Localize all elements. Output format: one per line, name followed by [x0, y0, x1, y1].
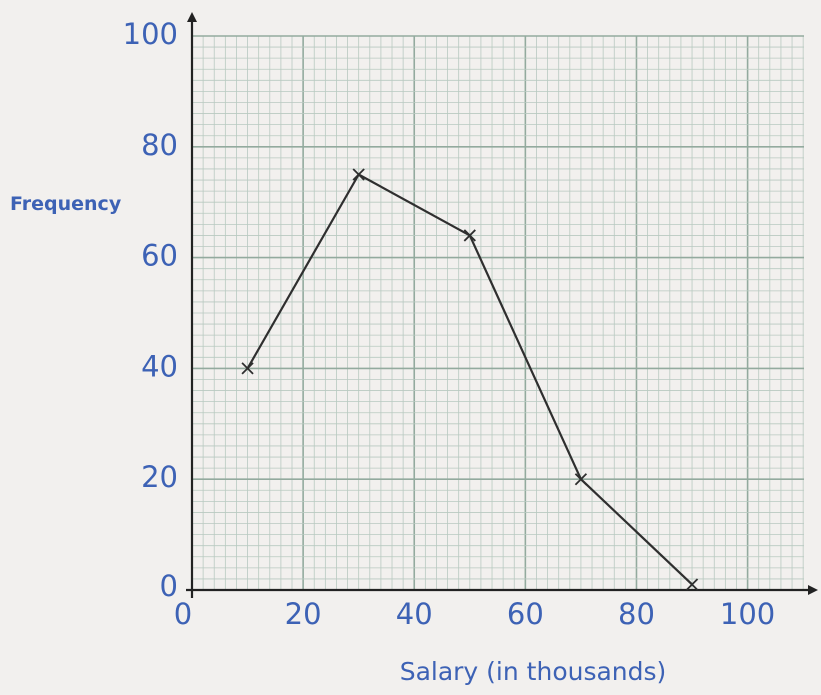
x-tick-label: 80: [618, 597, 655, 631]
y-tick-label: 60: [141, 239, 178, 273]
data-series: [241, 168, 699, 591]
x-tick-label: 40: [396, 597, 433, 631]
x-tick-label: 100: [720, 597, 775, 631]
y-tick-label: 40: [141, 349, 178, 383]
marker-stroke: [574, 473, 588, 486]
data-point-marker: [685, 578, 699, 591]
data-point-marker: [574, 473, 588, 486]
y-tick-label: 80: [141, 128, 178, 162]
y-tick-label: 100: [123, 17, 178, 51]
y-axis-arrowhead: [187, 12, 197, 22]
data-point-marker: [352, 168, 365, 181]
y-tick-label: 20: [141, 460, 178, 494]
x-tick-label: 0: [174, 597, 192, 631]
x-axis-label: Salary (in thousands): [400, 657, 667, 686]
data-point-marker: [463, 229, 476, 242]
x-axis-arrowhead: [808, 585, 818, 595]
axes: [186, 12, 818, 598]
data-point-marker: [241, 362, 254, 375]
marker-stroke: [685, 578, 699, 591]
y-axis-label: Frequency: [10, 193, 122, 215]
marker-stroke: [463, 229, 476, 242]
y-tick-label: 0: [160, 569, 178, 603]
tick-labels: 0 20 40 60 80 100 0 20 40 60 80 100: [123, 17, 776, 631]
x-tick-label: 60: [507, 597, 544, 631]
marker-stroke: [352, 168, 365, 181]
x-tick-label: 20: [285, 597, 322, 631]
marker-stroke: [241, 362, 254, 375]
grid: [191, 35, 804, 591]
